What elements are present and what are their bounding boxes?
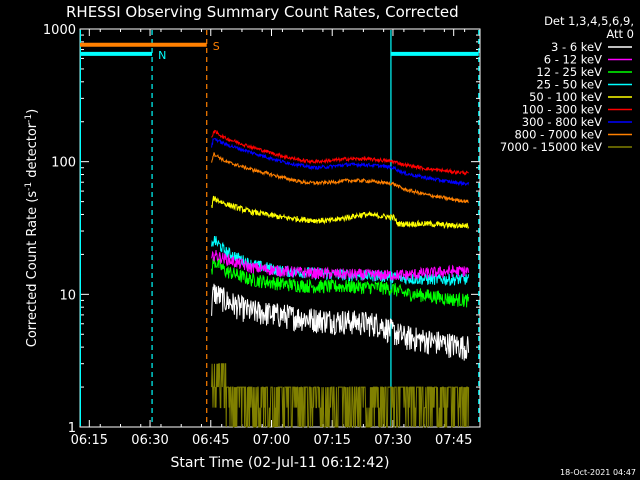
legend-label: 50 - 100 keV — [529, 90, 602, 104]
y-axis-label-sup: -1 — [24, 182, 34, 191]
x-tick-label: 07:45 — [435, 433, 472, 448]
legend-label: 800 - 7000 keV — [514, 128, 602, 142]
time-markers — [79, 30, 480, 426]
y-axis: 1 10 100 1000 — [43, 23, 480, 436]
legend-header: Att 0 — [606, 27, 634, 41]
legend-label: 7000 - 15000 keV — [500, 140, 602, 154]
series-line — [211, 129, 469, 176]
x-tick-label: 07:15 — [313, 433, 350, 448]
y-tick-label: 1 — [68, 421, 76, 436]
series-line — [211, 137, 470, 187]
legend-label: 6 - 12 keV — [544, 53, 602, 67]
x-axis: 06:15 06:30 06:45 07:00 07:15 07:30 07:45 — [71, 29, 472, 448]
legend-label: 100 - 300 keV — [522, 103, 602, 117]
render-timestamp: 18-Oct-2021 04:47 — [560, 468, 636, 477]
x-tick-label: 06:30 — [131, 433, 168, 448]
x-axis-label: Start Time (02-Jul-11 06:12:42) — [170, 455, 389, 471]
y-axis-label-part: Corrected Count Rate (s — [25, 191, 40, 348]
series-line — [211, 363, 470, 428]
legend-header: Det 1,3,4,5,6,9, — [544, 14, 634, 28]
series-lines — [211, 129, 470, 428]
y-axis-label-part: ) — [25, 109, 40, 114]
series-line — [211, 152, 469, 204]
legend-label: 25 - 50 keV — [536, 78, 602, 92]
series-line — [211, 283, 470, 361]
flag-label: N — [158, 49, 166, 62]
y-tick-label: 1000 — [43, 23, 76, 38]
flag-bars: SN — [80, 40, 479, 62]
chart-title: RHESSI Observing Summary Count Rates, Co… — [66, 3, 459, 21]
x-tick-label: 06:15 — [71, 433, 108, 448]
y-axis-label: Corrected Count Rate (s-1 detector-1) — [24, 109, 40, 347]
series-line — [211, 249, 470, 282]
plot-frame — [79, 28, 481, 428]
y-tick-label: 100 — [51, 156, 76, 171]
legend-label: 3 - 6 keV — [551, 40, 602, 54]
y-axis-label-sup: -1 — [24, 114, 34, 123]
legend-label: 300 - 800 keV — [522, 115, 602, 129]
flag-label: S — [213, 40, 220, 53]
legend-label: 12 - 25 keV — [536, 65, 602, 79]
x-tick-label: 07:00 — [253, 433, 290, 448]
series-line — [211, 195, 470, 230]
x-tick-label: 06:45 — [192, 433, 229, 448]
y-tick-label: 10 — [59, 288, 76, 303]
y-axis-label-part: detector — [25, 122, 40, 182]
plot-area — [79, 28, 481, 428]
series-line — [211, 256, 470, 308]
x-tick-label: 07:30 — [374, 433, 411, 448]
